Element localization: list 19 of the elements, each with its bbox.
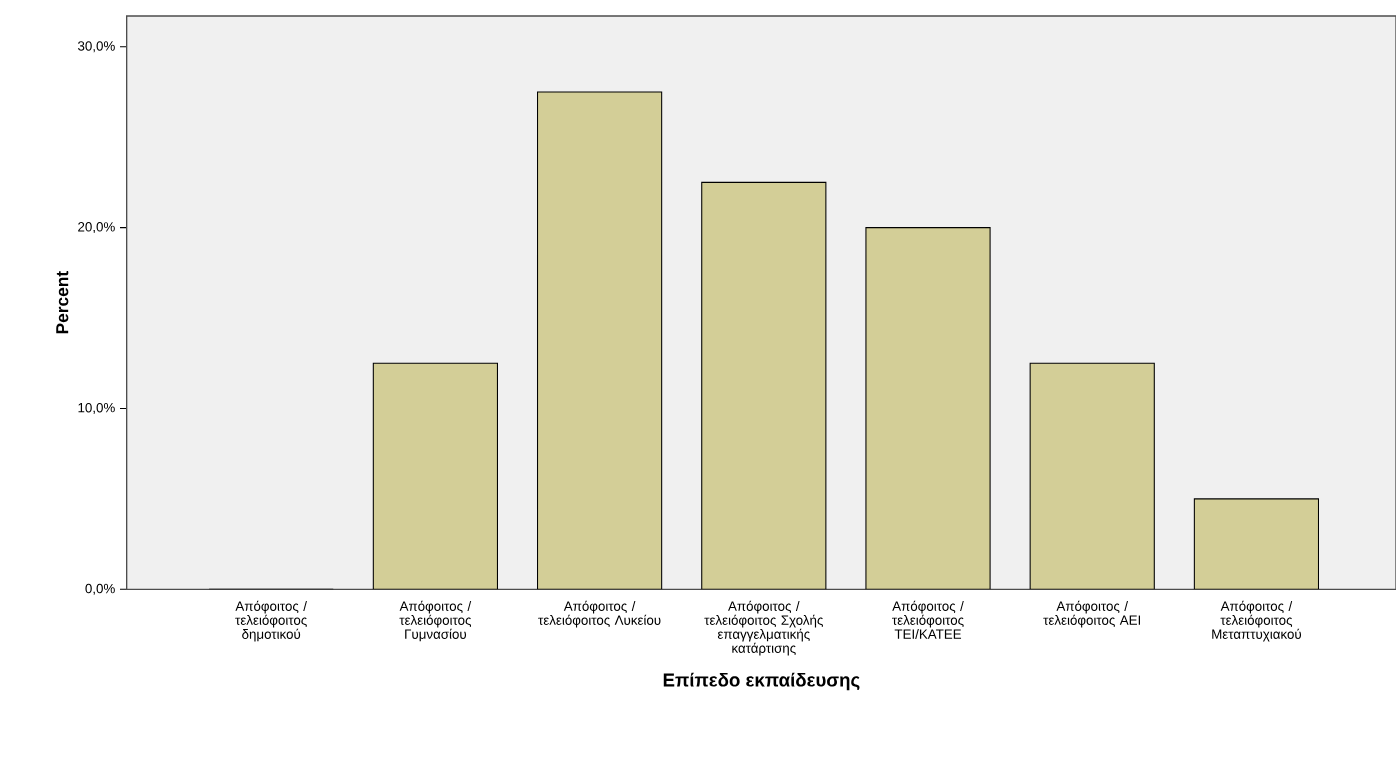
x-tick-label: Απόφοιτος / τελειόφοιτος ΑΕΙ	[1043, 600, 1141, 628]
bar	[372, 362, 498, 590]
y-axis-title: Percent	[56, 270, 69, 334]
y-tick-label: 30,0%	[77, 41, 115, 53]
bar	[701, 181, 827, 590]
x-tick-label: Απόφοιτος / τελειόφοιτος Σχολής επαγγελματικής κατάρτισης	[704, 600, 823, 656]
x-tick-label: Απόφοιτος / τελειόφοιτος ΤΕΙ/ΚΑΤΕΕ	[892, 600, 964, 639]
bar	[1029, 362, 1155, 590]
y-tick-label: 20,0%	[78, 221, 115, 233]
x-tick-label: Απόφοιτος / τελειόφοιτος Γυμνασίου	[399, 600, 472, 642]
x-tick-label: Απόφοιτος / τελειόφοιτος Λυκείου	[538, 600, 661, 628]
bar	[865, 226, 991, 590]
x-tick-label: Απόφοιτος / τελειόφοιτος Μεταπτυχιακού	[1212, 600, 1302, 642]
y-tick-label: 10,0%	[78, 402, 115, 414]
bar	[536, 91, 663, 590]
x-tick-label: Απόφοιτος / τελειόφοιτος δημοτικού	[235, 600, 307, 642]
x-axis-title: Επίπεδο εκπαίδευσης	[663, 672, 860, 691]
y-tick-label: 0,0%	[85, 583, 115, 595]
bar	[1193, 498, 1320, 590]
